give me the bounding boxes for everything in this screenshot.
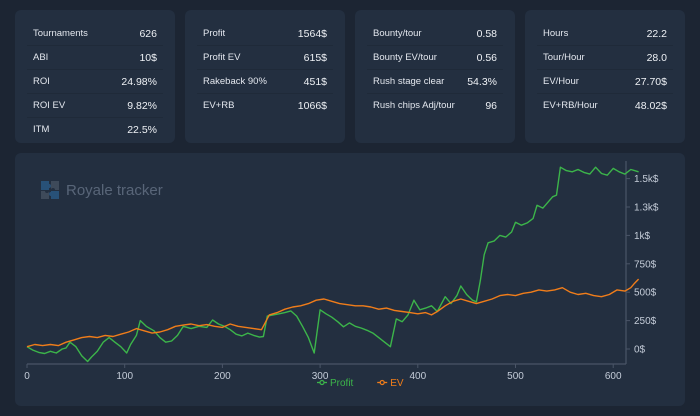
stat-label: EV+RB bbox=[203, 100, 235, 111]
puzzle-logo-icon bbox=[41, 181, 59, 199]
stat-value: 24.98% bbox=[121, 75, 157, 88]
x-tick-label: 300 bbox=[312, 371, 329, 382]
stat-row: EV/Hour 27.70$ bbox=[537, 70, 673, 94]
stat-value: 9.82% bbox=[127, 99, 157, 112]
stat-label: Rush stage clear bbox=[373, 76, 445, 87]
stat-label: Tour/Hour bbox=[543, 52, 585, 63]
stat-row: Bounty EV/tour 0.56 bbox=[367, 46, 503, 70]
stat-value: 48.02$ bbox=[634, 99, 667, 112]
stat-row: ITM 22.5% bbox=[27, 118, 163, 141]
legend-marker-dot bbox=[379, 379, 385, 386]
stat-value: 0.58 bbox=[476, 27, 497, 40]
series-line-ev bbox=[26, 278, 640, 348]
x-tick-label: 100 bbox=[116, 371, 133, 382]
stat-row: Bounty/tour 0.58 bbox=[367, 22, 503, 46]
stat-value: 27.70$ bbox=[634, 75, 667, 88]
stats-card-bounty: Bounty/tour 0.58 Bounty EV/tour 0.56 Rush … bbox=[355, 10, 515, 143]
y-tick-label: 1.5k$ bbox=[634, 174, 659, 185]
stat-value: 22.5% bbox=[127, 123, 157, 136]
legend-label: EV bbox=[390, 378, 404, 389]
legend-item-ev[interactable]: EV bbox=[377, 378, 404, 389]
stat-label: EV+RB/Hour bbox=[543, 100, 598, 111]
stat-label: Rakeback 90% bbox=[203, 76, 267, 87]
y-tick-label: 500$ bbox=[634, 288, 657, 299]
y-tick-label: 250$ bbox=[634, 316, 657, 327]
y-tick-label: 0$ bbox=[634, 345, 646, 356]
stat-label: Hours bbox=[543, 28, 569, 39]
watermark-text: Royale tracker bbox=[66, 181, 163, 199]
x-tick-label: 500 bbox=[507, 371, 524, 382]
stat-row: ROI EV 9.82% bbox=[27, 94, 163, 118]
stat-label: ABI bbox=[33, 52, 49, 63]
y-tick-label: 750$ bbox=[634, 259, 657, 270]
stat-label: ROI bbox=[33, 76, 50, 87]
stat-label: Bounty EV/tour bbox=[373, 52, 437, 63]
legend-marker-dot bbox=[319, 379, 325, 386]
stat-value: 1066$ bbox=[297, 99, 327, 112]
stats-card-profit: Profit 1564$ Profit EV 615$ Rakeback 90% 45… bbox=[185, 10, 345, 143]
stats-card-general: Tournaments 626 ABI 10$ ROI 24.98% ROI EV 9.… bbox=[15, 10, 175, 143]
x-tick-label: 200 bbox=[214, 371, 231, 382]
stat-label: ROI EV bbox=[33, 100, 66, 111]
stat-row: Tour/Hour 28.0 bbox=[537, 46, 673, 70]
stat-row: Profit 1564$ bbox=[197, 22, 333, 46]
stat-value: 22.2 bbox=[646, 27, 667, 40]
stat-label: ITM bbox=[33, 124, 50, 135]
stat-label: Rush chips Adj/tour bbox=[373, 100, 455, 111]
stat-row: Rush stage clear 54.3% bbox=[367, 70, 503, 94]
profit-chart-card: Royale tracker 0 100 200 300 400 500 600 0$ 250$… bbox=[15, 153, 685, 406]
stat-row: Rakeback 90% 451$ bbox=[197, 70, 333, 94]
stat-value: 1564$ bbox=[297, 27, 327, 40]
x-tick-label: 400 bbox=[409, 371, 426, 382]
stat-label: EV/Hour bbox=[543, 76, 579, 87]
stat-value: 28.0 bbox=[646, 51, 667, 64]
stat-row: ROI 24.98% bbox=[27, 70, 163, 94]
stat-label: Profit bbox=[203, 28, 226, 39]
y-tick-label: 1.3k$ bbox=[634, 203, 659, 214]
stat-value: 451$ bbox=[303, 75, 327, 88]
watermark: Royale tracker bbox=[40, 180, 163, 200]
stat-value: 0.56 bbox=[476, 51, 497, 64]
stat-value: 96 bbox=[485, 99, 497, 112]
stat-row: Profit EV 615$ bbox=[197, 46, 333, 70]
stats-card-hours: Hours 22.2 Tour/Hour 28.0 EV/Hour 27.70$ EV… bbox=[525, 10, 685, 143]
stat-value: 615$ bbox=[303, 51, 327, 64]
stat-label: Bounty/tour bbox=[373, 28, 422, 39]
legend-label: Profit bbox=[330, 378, 354, 389]
stat-value: 10$ bbox=[139, 51, 157, 64]
stat-row: Tournaments 626 bbox=[27, 22, 163, 46]
stat-row: ABI 10$ bbox=[27, 46, 163, 70]
legend-item-profit[interactable]: Profit bbox=[317, 378, 354, 389]
stat-label: Tournaments bbox=[33, 28, 88, 39]
stat-row: EV+RB/Hour 48.02$ bbox=[537, 94, 673, 117]
y-tick-label: 1k$ bbox=[634, 231, 651, 242]
series-line-profit bbox=[26, 166, 639, 363]
stat-value: 626 bbox=[139, 27, 157, 40]
x-tick-label: 0 bbox=[24, 371, 30, 382]
stat-row: EV+RB 1066$ bbox=[197, 94, 333, 117]
profit-ev-line-chart: 0 100 200 300 400 500 600 0$ 250$ 500$ 750$ 1k$ 1.3k… bbox=[24, 161, 659, 389]
stat-label: Profit EV bbox=[203, 52, 241, 63]
stat-row: Hours 22.2 bbox=[537, 22, 673, 46]
stat-value: 54.3% bbox=[467, 75, 497, 88]
x-tick-label: 600 bbox=[605, 371, 622, 382]
stat-row: Rush chips Adj/tour 96 bbox=[367, 94, 503, 117]
